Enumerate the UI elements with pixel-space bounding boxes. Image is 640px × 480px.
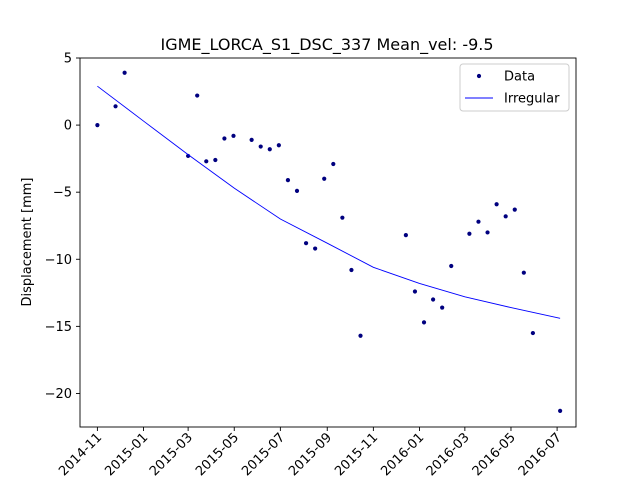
data-point xyxy=(249,137,254,142)
y-tick-label: −5 xyxy=(53,186,72,201)
data-point xyxy=(276,143,281,148)
x-tick-label: 2014-11 xyxy=(56,430,105,479)
data-point xyxy=(231,133,236,138)
x-tick-label: 2016-07 xyxy=(516,430,565,479)
legend: Data Irregular xyxy=(459,63,570,112)
data-point xyxy=(285,178,291,183)
data-point xyxy=(421,320,427,325)
data-point xyxy=(358,333,363,338)
legend-label: Irregular xyxy=(504,92,560,107)
x-tick-label: 2015-01 xyxy=(102,430,151,479)
data-point xyxy=(431,297,436,302)
y-tick-label: 0 xyxy=(64,119,72,134)
x-tick-label: 2015-11 xyxy=(332,430,381,479)
x-tick-label: 2015-03 xyxy=(147,430,196,479)
data-point xyxy=(322,176,327,181)
data-point xyxy=(530,330,536,336)
data-point xyxy=(485,230,490,235)
data-point xyxy=(267,147,272,152)
x-tick-label: 2016-05 xyxy=(470,430,519,479)
data-point xyxy=(340,215,345,220)
data-point xyxy=(195,93,200,98)
plot-area xyxy=(95,70,563,413)
data-point xyxy=(494,202,499,207)
data-point xyxy=(403,233,408,238)
chart-title: IGME_LORCA_S1_DSC_337 Mean_vel: -9.5 xyxy=(160,35,493,55)
data-point xyxy=(258,144,263,149)
data-point xyxy=(412,289,418,294)
x-tick-label: 2016-01 xyxy=(378,430,427,479)
x-tick-label: 2015-05 xyxy=(193,430,242,479)
data-point xyxy=(349,267,354,273)
data-point xyxy=(313,246,318,251)
x-tick-label: 2016-03 xyxy=(424,430,473,479)
data-point xyxy=(503,214,508,219)
y-tick-label: −20 xyxy=(45,387,72,402)
data-point xyxy=(204,159,209,164)
legend-box xyxy=(459,63,570,112)
y-tick-label: 5 xyxy=(64,52,72,67)
data-point xyxy=(294,188,300,193)
axes: 50−5−10−15−202014-112015-012015-032015-0… xyxy=(45,52,577,479)
data-point xyxy=(440,305,445,310)
data-point xyxy=(467,231,472,236)
data-point xyxy=(122,70,127,75)
series-line-irregular xyxy=(97,85,561,319)
legend-swatch-data xyxy=(476,73,482,79)
data-point xyxy=(113,104,118,109)
y-axis-label: Displacement [mm] xyxy=(20,178,35,307)
data-point xyxy=(512,207,517,212)
data-point xyxy=(95,122,100,128)
data-point xyxy=(222,136,227,141)
data-point xyxy=(476,219,481,224)
y-tick-label: −15 xyxy=(45,320,72,335)
y-tick-label: −10 xyxy=(45,253,72,268)
x-tick-label: 2015-09 xyxy=(286,430,335,479)
data-point xyxy=(521,270,526,275)
legend-label: Data xyxy=(504,70,535,85)
x-tick-label: 2015-07 xyxy=(239,430,288,479)
data-point xyxy=(303,241,309,246)
plot-frame xyxy=(79,57,577,428)
data-point xyxy=(213,157,218,163)
data-point xyxy=(558,408,563,413)
data-point xyxy=(331,161,336,167)
data-point xyxy=(449,263,454,269)
